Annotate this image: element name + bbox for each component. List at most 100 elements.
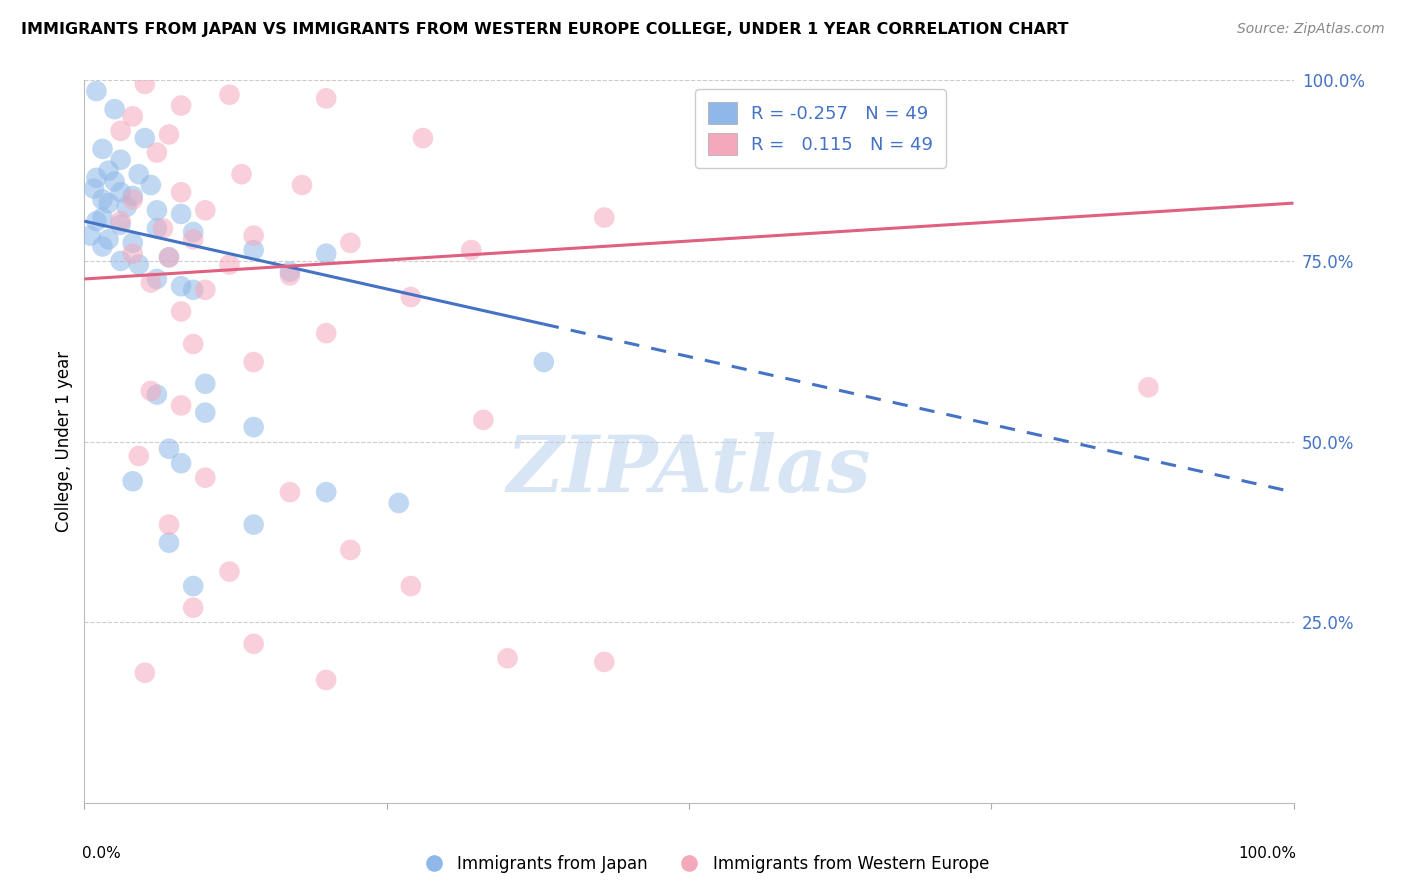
Point [194, 283, 217, 297]
Point [146, 221, 169, 235]
Point [242, 517, 264, 532]
Legend: Immigrants from Japan, Immigrants from Western Europe: Immigrants from Japan, Immigrants from W… [411, 848, 995, 880]
Point [315, 673, 337, 687]
Legend: R = -0.257   N = 49, R =   0.115   N = 49: R = -0.257 N = 49, R = 0.115 N = 49 [696, 89, 946, 168]
Point [181, 579, 204, 593]
Point [181, 225, 204, 239]
Text: IMMIGRANTS FROM JAPAN VS IMMIGRANTS FROM WESTERN EUROPE COLLEGE, UNDER 1 YEAR CO: IMMIGRANTS FROM JAPAN VS IMMIGRANTS FROM… [21, 22, 1069, 37]
Point [121, 189, 143, 203]
Point [97, 232, 120, 246]
Point [181, 283, 204, 297]
Text: 0.0%: 0.0% [82, 847, 121, 861]
Point [170, 456, 193, 470]
Point [339, 235, 361, 250]
Text: ZIPAtlas: ZIPAtlas [506, 433, 872, 508]
Point [146, 145, 169, 160]
Point [110, 124, 132, 138]
Point [231, 167, 253, 181]
Point [593, 655, 616, 669]
Point [134, 77, 156, 91]
Point [157, 250, 180, 264]
Point [399, 290, 422, 304]
Point [110, 253, 132, 268]
Text: Source: ZipAtlas.com: Source: ZipAtlas.com [1237, 22, 1385, 37]
Point [83, 182, 105, 196]
Point [399, 579, 422, 593]
Point [121, 109, 143, 123]
Point [110, 214, 132, 228]
Point [121, 193, 143, 207]
Point [181, 232, 204, 246]
Point [218, 258, 240, 272]
Point [242, 243, 264, 257]
Point [128, 449, 150, 463]
Point [218, 565, 240, 579]
Point [139, 276, 162, 290]
Point [181, 600, 204, 615]
Point [134, 665, 156, 680]
Point [315, 246, 337, 260]
Point [170, 186, 193, 200]
Y-axis label: College, Under 1 year: College, Under 1 year [55, 351, 73, 533]
Point [115, 200, 138, 214]
Point [157, 517, 180, 532]
Point [91, 211, 114, 225]
Point [278, 485, 301, 500]
Point [242, 637, 264, 651]
Point [121, 246, 143, 260]
Point [91, 239, 114, 253]
Point [86, 170, 108, 185]
Point [194, 471, 217, 485]
Point [170, 398, 193, 412]
Point [218, 87, 240, 102]
Point [181, 337, 204, 351]
Point [157, 128, 180, 142]
Point [91, 142, 114, 156]
Point [315, 485, 337, 500]
Point [86, 84, 108, 98]
Point [291, 178, 314, 192]
Point [110, 218, 132, 232]
Point [388, 496, 411, 510]
Point [194, 203, 217, 218]
Point [315, 326, 337, 341]
Text: 100.0%: 100.0% [1237, 847, 1296, 861]
Point [278, 265, 301, 279]
Point [86, 214, 108, 228]
Point [533, 355, 555, 369]
Point [97, 196, 120, 211]
Point [146, 387, 169, 401]
Point [121, 235, 143, 250]
Point [593, 211, 616, 225]
Point [170, 279, 193, 293]
Point [104, 174, 127, 188]
Point [134, 131, 156, 145]
Point [139, 384, 162, 398]
Point [315, 91, 337, 105]
Point [242, 420, 264, 434]
Point [460, 243, 482, 257]
Point [194, 376, 217, 391]
Point [139, 178, 162, 192]
Point [157, 535, 180, 549]
Point [110, 153, 132, 167]
Point [278, 268, 301, 283]
Point [146, 203, 169, 218]
Point [412, 131, 434, 145]
Point [146, 272, 169, 286]
Point [97, 163, 120, 178]
Point [472, 413, 495, 427]
Point [157, 250, 180, 264]
Point [194, 406, 217, 420]
Point [128, 258, 150, 272]
Point [104, 102, 127, 116]
Point [242, 228, 264, 243]
Point [79, 228, 101, 243]
Point [170, 207, 193, 221]
Point [121, 475, 143, 489]
Point [242, 355, 264, 369]
Point [170, 304, 193, 318]
Point [339, 542, 361, 557]
Point [157, 442, 180, 456]
Point [1137, 380, 1160, 394]
